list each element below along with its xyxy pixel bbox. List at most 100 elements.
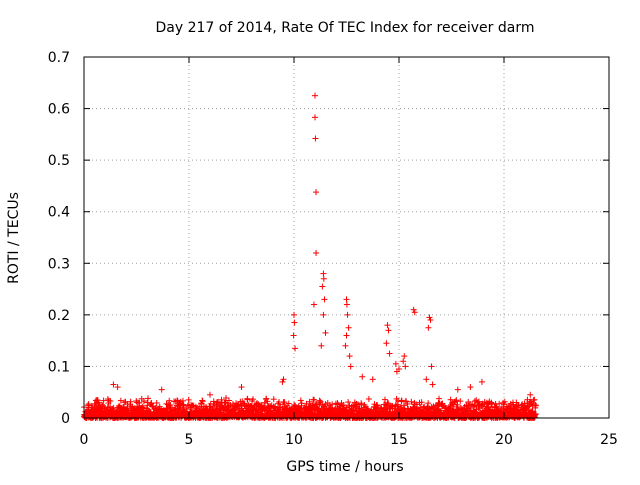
baseline-point [250, 396, 257, 403]
data-point [280, 376, 287, 383]
baseline-point [317, 398, 324, 405]
x-tick-label: 0 [80, 432, 89, 448]
data-point [423, 376, 430, 383]
baseline-point [400, 402, 407, 409]
data-point [279, 378, 286, 385]
baseline-point [100, 397, 107, 404]
data-point [347, 363, 354, 370]
data-point [345, 324, 352, 331]
plot-frame [83, 56, 610, 419]
data-point [320, 270, 327, 277]
data-point [344, 311, 351, 318]
baseline-point [340, 402, 347, 409]
baseline-point [153, 399, 160, 406]
chart-title: Day 217 of 2014, Rate Of TEC Index for r… [156, 20, 535, 36]
data-point [396, 366, 402, 373]
baseline-point [285, 400, 292, 407]
data-point [369, 376, 376, 383]
baseline-point [457, 398, 464, 405]
baseline-point [408, 398, 415, 405]
data-point [343, 296, 350, 303]
data-point [290, 332, 297, 339]
data-point [343, 301, 350, 308]
data-point [454, 386, 461, 393]
baseline-point [329, 401, 336, 408]
baseline-point [297, 397, 304, 404]
baseline-point [223, 394, 230, 401]
baseline-point [453, 397, 460, 404]
baseline-point [110, 404, 117, 411]
baseline-point [264, 398, 271, 405]
baseline-point [145, 395, 152, 402]
baseline-point [136, 399, 143, 406]
baseline-point [199, 398, 206, 405]
x-tick-label: 15 [390, 432, 408, 448]
baseline-point [365, 395, 372, 402]
data-point [527, 391, 534, 398]
baseline-point [244, 396, 251, 403]
data-point [467, 384, 474, 391]
baseline-point [418, 399, 425, 406]
data-point [425, 324, 432, 331]
x-tick-label: 20 [495, 432, 513, 448]
data-point [411, 309, 418, 316]
y-tick-label: 0.6 [48, 102, 70, 118]
y-tick-label: 0.3 [48, 256, 70, 272]
data-point [410, 306, 417, 313]
grid-lines [84, 57, 609, 418]
y-axis-label: ROTI / TECUs [6, 192, 22, 284]
baseline-point [270, 396, 277, 403]
data-point [402, 363, 409, 370]
baseline-point [298, 400, 305, 407]
baseline-point [144, 402, 151, 409]
data-point [429, 381, 436, 388]
baseline-point [183, 405, 190, 412]
y-tick-label: 0 [61, 411, 70, 427]
baseline-point [447, 396, 454, 403]
data-point [386, 350, 393, 357]
data-point [478, 378, 485, 385]
baseline-point [225, 397, 232, 404]
y-tick-label: 0.1 [48, 359, 70, 375]
y-tick-label: 0.7 [48, 50, 70, 66]
baseline-point [527, 398, 534, 405]
baseline-point [127, 398, 134, 405]
baseline-point [339, 402, 346, 409]
data-point [392, 360, 399, 367]
baseline-point [374, 402, 381, 409]
baseline-point [148, 400, 155, 407]
data-point [427, 317, 434, 324]
data-point [292, 345, 299, 352]
baseline-point [529, 408, 536, 415]
x-tick-label: 25 [600, 432, 618, 448]
baseline-point [107, 397, 114, 404]
data-point [238, 384, 245, 391]
data-point [312, 92, 318, 99]
data-point [385, 327, 392, 334]
baseline-point [385, 400, 392, 407]
baseline-point [450, 401, 457, 408]
baseline-point [392, 402, 399, 409]
x-axis-label: GPS time / hours [286, 459, 403, 475]
baseline-point [139, 404, 146, 411]
data-point [320, 275, 327, 282]
data-point [401, 353, 408, 360]
baseline-point [345, 399, 352, 406]
data-point [428, 363, 435, 370]
baseline-point [263, 395, 270, 402]
data-point [359, 373, 366, 380]
y-tick-label: 0.4 [48, 205, 70, 221]
data-point [312, 114, 318, 121]
baseline-point [398, 397, 405, 404]
baseline-point [531, 396, 538, 403]
data-point [313, 189, 320, 196]
baseline-point [532, 410, 539, 417]
data-point [114, 384, 121, 391]
axis-ticks: 0 5 10 15 20 25 0 0.1 0.2 0.3 0.4 0.5 0.6 0.7 [48, 50, 618, 448]
y-tick-label: 0.5 [48, 153, 70, 169]
baseline-point [381, 396, 388, 403]
y-tick-label: 0.2 [48, 308, 70, 324]
baseline-point [166, 397, 173, 404]
data-point [384, 322, 391, 329]
